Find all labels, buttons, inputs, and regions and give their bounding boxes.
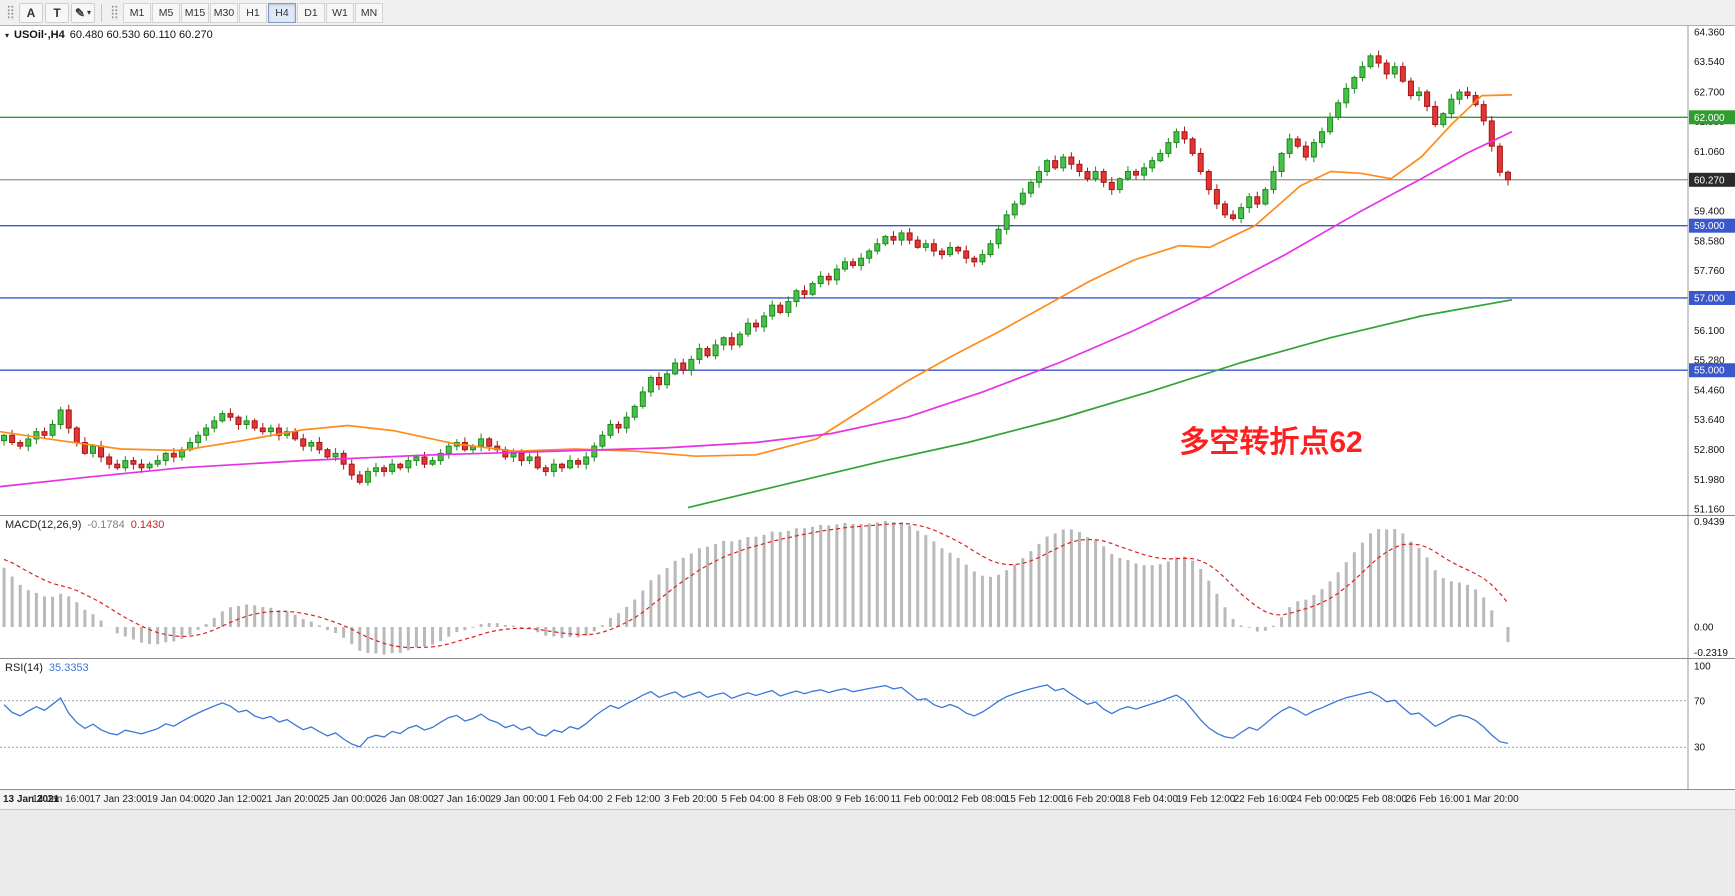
time-axis-label: 15 Feb 12:00 bbox=[1004, 794, 1064, 805]
rsi-canvas[interactable]: 100 70 30 bbox=[0, 659, 1735, 789]
timeframe-button-w1[interactable]: W1 bbox=[326, 2, 354, 23]
time-axis-label: 16 Feb 20:00 bbox=[1061, 794, 1121, 805]
pencil-icon: ✎ bbox=[74, 5, 86, 20]
time-axis-label: 19 Jan 04:00 bbox=[146, 794, 205, 805]
svg-text:63.540: 63.540 bbox=[1694, 57, 1725, 68]
svg-text:62.700: 62.700 bbox=[1694, 87, 1725, 98]
ohlc-values: 60.480 60.530 60.110 60.270 bbox=[69, 29, 213, 41]
rsi-panel[interactable]: 100 70 30 RSI(14) 35.3353 bbox=[0, 658, 1735, 789]
time-axis-label: 18 Feb 04:00 bbox=[1119, 794, 1179, 805]
toolbar-separator bbox=[101, 3, 102, 22]
macd-canvas[interactable]: 0.9439 0.00 -0.2319 bbox=[0, 516, 1735, 658]
svg-text:53.640: 53.640 bbox=[1694, 415, 1725, 426]
svg-text:59.400: 59.400 bbox=[1694, 207, 1725, 218]
svg-text:60.270: 60.270 bbox=[1694, 175, 1725, 186]
time-axis-label: 8 Feb 08:00 bbox=[778, 794, 832, 805]
symbol-marker-icon: ▾ bbox=[5, 30, 10, 40]
time-axis[interactable]: 13 Jan 2021 14 Jan 16:00 17 Jan 23:00 19 Ja… bbox=[0, 789, 1735, 809]
toolbar-grip-icon-2[interactable] bbox=[111, 5, 118, 20]
svg-text:51.160: 51.160 bbox=[1694, 505, 1725, 516]
chart-title: ▾ USOil·,H4 60.480 60.530 60.110 60.270 bbox=[5, 29, 213, 41]
time-axis-label: 29 Jan 00:00 bbox=[490, 794, 548, 805]
annotation-tool-button[interactable]: A bbox=[19, 2, 43, 23]
macd-name: MACD(12,26,9) bbox=[5, 519, 82, 531]
time-axis-label: 17 Jan 23:00 bbox=[89, 794, 148, 805]
time-axis-label: 19 Feb 12:00 bbox=[1176, 794, 1236, 805]
macd-label: MACD(12,26,9) -0.1784 0.1430 bbox=[5, 519, 164, 531]
time-axis-label: 14 Jan 16:00 bbox=[32, 794, 91, 805]
time-axis-label: 25 Jan 00:00 bbox=[318, 794, 377, 805]
chart-toolbar: A T ✎ ▾ M1 M5 M15 M30 H1 H4 D1 W1 MN bbox=[0, 0, 1735, 26]
time-axis-label: 27 Jan 16:00 bbox=[432, 794, 491, 805]
chinese-annotation-text: 多空转折点62 bbox=[1179, 426, 1363, 460]
time-axis-label: 21 Jan 20:00 bbox=[261, 794, 320, 805]
time-axis-label: 24 Feb 00:00 bbox=[1290, 794, 1350, 805]
draw-tool-button[interactable]: ✎ ▾ bbox=[71, 2, 95, 23]
rsi-label: RSI(14) 35.3353 bbox=[5, 662, 89, 674]
text-tool-button[interactable]: T bbox=[45, 2, 69, 23]
svg-text:57.760: 57.760 bbox=[1694, 266, 1725, 277]
symbol-timeframe-label: USOil·,H4 bbox=[14, 29, 65, 41]
timeframe-button-m15[interactable]: M15 bbox=[181, 2, 209, 23]
svg-text:61.060: 61.060 bbox=[1694, 147, 1725, 158]
svg-text:62.000: 62.000 bbox=[1694, 113, 1725, 124]
price-chart-canvas[interactable]: 64.36063.54062.70061.88061.06060.24059.4… bbox=[0, 26, 1735, 515]
svg-text:57.000: 57.000 bbox=[1694, 293, 1725, 304]
svg-text:59.000: 59.000 bbox=[1694, 221, 1725, 232]
svg-text:-0.2319: -0.2319 bbox=[1694, 648, 1728, 658]
svg-text:64.360: 64.360 bbox=[1694, 28, 1725, 39]
time-axis-label: 5 Feb 04:00 bbox=[721, 794, 775, 805]
time-axis-label: 12 Feb 08:00 bbox=[947, 794, 1007, 805]
rsi-name: RSI(14) bbox=[5, 662, 43, 674]
toolbar-grip-icon[interactable] bbox=[7, 5, 14, 20]
timeframe-group: M1 M5 M15 M30 H1 H4 D1 W1 MN bbox=[123, 2, 383, 23]
time-axis-label: 26 Feb 16:00 bbox=[1405, 794, 1465, 805]
bottom-area bbox=[0, 809, 1735, 896]
time-axis-label: 26 Jan 08:00 bbox=[375, 794, 434, 805]
time-axis-label: 25 Feb 08:00 bbox=[1348, 794, 1407, 805]
time-axis-label: 22 Feb 16:00 bbox=[1233, 794, 1293, 805]
time-axis-label: 9 Feb 16:00 bbox=[835, 794, 890, 805]
time-axis-label: 1 Mar 20:00 bbox=[1465, 794, 1519, 805]
time-axis-label: 3 Feb 20:00 bbox=[664, 794, 718, 805]
timeframe-button-m30[interactable]: M30 bbox=[210, 2, 238, 23]
time-axis-label: 1 Feb 04:00 bbox=[549, 794, 603, 805]
time-axis-label: 11 Feb 00:00 bbox=[890, 794, 949, 805]
time-axis-label: 2 Feb 12:00 bbox=[606, 794, 661, 805]
svg-text:70: 70 bbox=[1694, 696, 1706, 707]
svg-text:55.280: 55.280 bbox=[1694, 356, 1725, 367]
svg-text:0.9439: 0.9439 bbox=[1694, 517, 1725, 528]
macd-signal-value: 0.1430 bbox=[130, 519, 165, 531]
svg-text:56.100: 56.100 bbox=[1694, 326, 1725, 337]
svg-text:55.000: 55.000 bbox=[1694, 366, 1725, 377]
svg-text:30: 30 bbox=[1694, 743, 1706, 754]
dropdown-caret-icon: ▾ bbox=[87, 8, 92, 17]
time-axis-label: 20 Jan 12:00 bbox=[204, 794, 262, 805]
timeframe-button-m5[interactable]: M5 bbox=[152, 2, 180, 23]
time-axis-label: 13 Jan 2021 bbox=[3, 794, 60, 805]
macd-panel[interactable]: 0.9439 0.00 -0.2319 MACD(12,26,9) -0.1784 … bbox=[0, 515, 1735, 658]
svg-text:54.460: 54.460 bbox=[1694, 385, 1725, 396]
svg-text:58.580: 58.580 bbox=[1694, 236, 1725, 247]
svg-text:52.800: 52.800 bbox=[1694, 445, 1725, 456]
timeframe-button-m1[interactable]: M1 bbox=[123, 2, 151, 23]
macd-histogram-value: -0.1784 bbox=[87, 519, 125, 531]
timeframe-button-h4[interactable]: H4 bbox=[268, 2, 296, 23]
rsi-value: 35.3353 bbox=[48, 662, 89, 674]
svg-text:0.00: 0.00 bbox=[1694, 622, 1714, 633]
price-chart-panel[interactable]: 64.36063.54062.70061.88061.06060.24059.4… bbox=[0, 26, 1735, 515]
svg-text:100: 100 bbox=[1694, 662, 1711, 673]
svg-text:51.980: 51.980 bbox=[1694, 475, 1725, 486]
timeframe-button-mn[interactable]: MN bbox=[355, 2, 383, 23]
timeframe-button-h1[interactable]: H1 bbox=[239, 2, 267, 23]
timeframe-button-d1[interactable]: D1 bbox=[297, 2, 325, 23]
